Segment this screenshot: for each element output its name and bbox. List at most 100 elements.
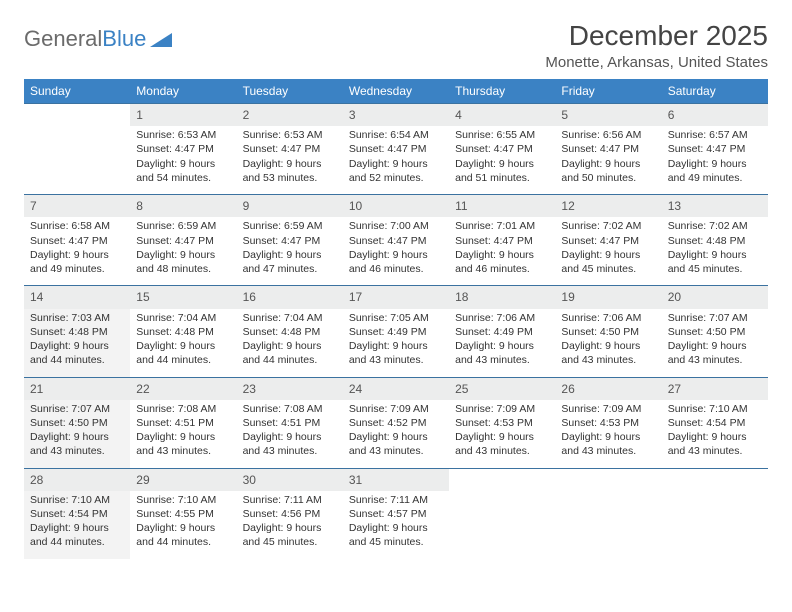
day-content-cell: Sunrise: 7:08 AMSunset: 4:51 PMDaylight:… (130, 400, 236, 469)
daylight-line: Daylight: 9 hours and 43 minutes. (561, 339, 655, 367)
daylight-line: Daylight: 9 hours and 43 minutes. (243, 430, 337, 458)
daylight-line: Daylight: 9 hours and 43 minutes. (349, 339, 443, 367)
page-title: December 2025 (545, 20, 768, 52)
sunrise-line: Sunrise: 7:09 AM (349, 402, 443, 416)
day-number-cell: 30 (237, 468, 343, 491)
day-number-row: 123456 (24, 104, 768, 127)
day-content-cell: Sunrise: 7:01 AMSunset: 4:47 PMDaylight:… (449, 217, 555, 286)
sunrise-line: Sunrise: 7:01 AM (455, 219, 549, 233)
page-subtitle: Monette, Arkansas, United States (545, 54, 768, 71)
sunset-line: Sunset: 4:53 PM (561, 416, 655, 430)
day-content-cell: Sunrise: 7:05 AMSunset: 4:49 PMDaylight:… (343, 309, 449, 378)
daylight-line: Daylight: 9 hours and 44 minutes. (30, 521, 124, 549)
day-number-cell: 31 (343, 468, 449, 491)
daylight-line: Daylight: 9 hours and 43 minutes. (349, 430, 443, 458)
sunset-line: Sunset: 4:47 PM (455, 234, 549, 248)
daylight-line: Daylight: 9 hours and 44 minutes. (30, 339, 124, 367)
day-number-cell: 3 (343, 104, 449, 127)
sunset-line: Sunset: 4:47 PM (136, 234, 230, 248)
sunrise-line: Sunrise: 6:54 AM (349, 128, 443, 142)
day-content-cell: Sunrise: 6:55 AMSunset: 4:47 PMDaylight:… (449, 126, 555, 195)
sunrise-line: Sunrise: 7:02 AM (668, 219, 762, 233)
sunrise-line: Sunrise: 7:07 AM (30, 402, 124, 416)
weekday-header: Sunday (24, 79, 130, 104)
day-number-cell: 27 (662, 377, 768, 400)
day-content-cell: Sunrise: 6:59 AMSunset: 4:47 PMDaylight:… (237, 217, 343, 286)
day-number-cell: 1 (130, 104, 236, 127)
sunset-line: Sunset: 4:50 PM (668, 325, 762, 339)
daylight-line: Daylight: 9 hours and 45 minutes. (561, 248, 655, 276)
day-number-cell: 29 (130, 468, 236, 491)
sunrise-line: Sunrise: 7:10 AM (136, 493, 230, 507)
sunrise-line: Sunrise: 6:53 AM (136, 128, 230, 142)
day-content-cell: Sunrise: 7:02 AMSunset: 4:47 PMDaylight:… (555, 217, 661, 286)
day-content-cell (449, 491, 555, 559)
day-number-cell (662, 468, 768, 491)
sunset-line: Sunset: 4:54 PM (668, 416, 762, 430)
day-number-cell (24, 104, 130, 127)
logo-text-1: General (24, 26, 102, 52)
day-number-cell: 19 (555, 286, 661, 309)
day-number-cell: 10 (343, 195, 449, 218)
weekday-header: Friday (555, 79, 661, 104)
day-number-cell: 5 (555, 104, 661, 127)
day-content-cell: Sunrise: 7:09 AMSunset: 4:53 PMDaylight:… (449, 400, 555, 469)
weekday-header: Monday (130, 79, 236, 104)
day-number-cell: 4 (449, 104, 555, 127)
daylight-line: Daylight: 9 hours and 43 minutes. (668, 430, 762, 458)
day-number-cell: 20 (662, 286, 768, 309)
sunset-line: Sunset: 4:50 PM (30, 416, 124, 430)
day-content-cell: Sunrise: 7:11 AMSunset: 4:57 PMDaylight:… (343, 491, 449, 559)
daylight-line: Daylight: 9 hours and 44 minutes. (243, 339, 337, 367)
day-content-cell: Sunrise: 6:54 AMSunset: 4:47 PMDaylight:… (343, 126, 449, 195)
day-content-cell: Sunrise: 7:04 AMSunset: 4:48 PMDaylight:… (237, 309, 343, 378)
day-content-cell: Sunrise: 7:07 AMSunset: 4:50 PMDaylight:… (662, 309, 768, 378)
day-content-cell (662, 491, 768, 559)
day-number-row: 21222324252627 (24, 377, 768, 400)
sunrise-line: Sunrise: 7:06 AM (561, 311, 655, 325)
day-number-row: 28293031 (24, 468, 768, 491)
day-content-row: Sunrise: 7:03 AMSunset: 4:48 PMDaylight:… (24, 309, 768, 378)
sunrise-line: Sunrise: 7:09 AM (455, 402, 549, 416)
sunrise-line: Sunrise: 6:59 AM (136, 219, 230, 233)
day-content-cell: Sunrise: 7:00 AMSunset: 4:47 PMDaylight:… (343, 217, 449, 286)
day-number-cell: 24 (343, 377, 449, 400)
day-number-row: 78910111213 (24, 195, 768, 218)
sunset-line: Sunset: 4:51 PM (136, 416, 230, 430)
daylight-line: Daylight: 9 hours and 43 minutes. (30, 430, 124, 458)
sunset-line: Sunset: 4:56 PM (243, 507, 337, 521)
day-number-cell: 6 (662, 104, 768, 127)
day-content-cell: Sunrise: 7:11 AMSunset: 4:56 PMDaylight:… (237, 491, 343, 559)
day-number-cell (449, 468, 555, 491)
day-content-row: Sunrise: 7:07 AMSunset: 4:50 PMDaylight:… (24, 400, 768, 469)
sunset-line: Sunset: 4:47 PM (30, 234, 124, 248)
daylight-line: Daylight: 9 hours and 43 minutes. (136, 430, 230, 458)
day-content-cell: Sunrise: 6:59 AMSunset: 4:47 PMDaylight:… (130, 217, 236, 286)
sunrise-line: Sunrise: 7:06 AM (455, 311, 549, 325)
day-content-cell: Sunrise: 7:10 AMSunset: 4:54 PMDaylight:… (662, 400, 768, 469)
day-content-cell: Sunrise: 7:06 AMSunset: 4:50 PMDaylight:… (555, 309, 661, 378)
day-number-cell: 8 (130, 195, 236, 218)
day-number-cell: 21 (24, 377, 130, 400)
sunset-line: Sunset: 4:47 PM (136, 142, 230, 156)
day-content-row: Sunrise: 7:10 AMSunset: 4:54 PMDaylight:… (24, 491, 768, 559)
day-content-cell: Sunrise: 7:04 AMSunset: 4:48 PMDaylight:… (130, 309, 236, 378)
sunset-line: Sunset: 4:47 PM (243, 142, 337, 156)
sunrise-line: Sunrise: 7:04 AM (243, 311, 337, 325)
daylight-line: Daylight: 9 hours and 49 minutes. (30, 248, 124, 276)
daylight-line: Daylight: 9 hours and 43 minutes. (455, 430, 549, 458)
daylight-line: Daylight: 9 hours and 43 minutes. (668, 339, 762, 367)
day-content-cell: Sunrise: 6:53 AMSunset: 4:47 PMDaylight:… (130, 126, 236, 195)
sunrise-line: Sunrise: 7:07 AM (668, 311, 762, 325)
sunset-line: Sunset: 4:47 PM (455, 142, 549, 156)
sunset-line: Sunset: 4:52 PM (349, 416, 443, 430)
sunrise-line: Sunrise: 6:57 AM (668, 128, 762, 142)
sunset-line: Sunset: 4:55 PM (136, 507, 230, 521)
daylight-line: Daylight: 9 hours and 47 minutes. (243, 248, 337, 276)
day-content-cell: Sunrise: 7:07 AMSunset: 4:50 PMDaylight:… (24, 400, 130, 469)
sunset-line: Sunset: 4:47 PM (349, 234, 443, 248)
weekday-header: Wednesday (343, 79, 449, 104)
sunrise-line: Sunrise: 6:55 AM (455, 128, 549, 142)
daylight-line: Daylight: 9 hours and 44 minutes. (136, 339, 230, 367)
logo-triangle-icon (150, 31, 172, 47)
